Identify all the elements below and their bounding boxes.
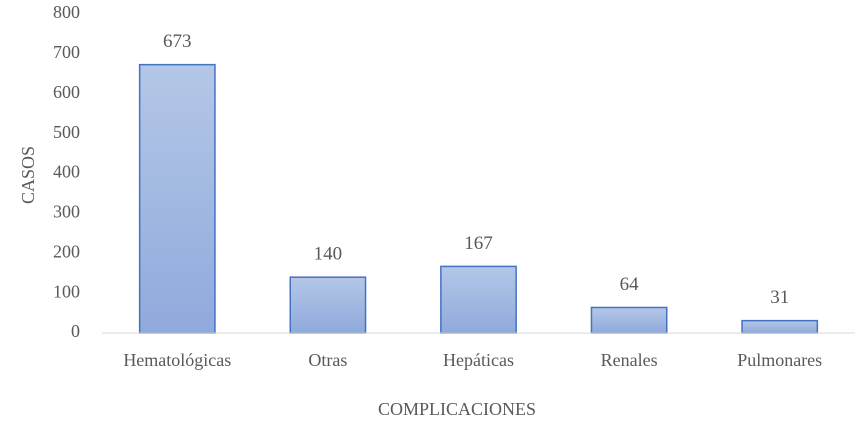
data-label: 31: [770, 287, 789, 308]
y-tick-label: 700: [53, 42, 80, 62]
data-label: 64: [620, 274, 640, 295]
y-tick-label: 100: [53, 281, 80, 301]
y-axis-title: CASOS: [18, 146, 38, 204]
y-tick-label: 400: [53, 162, 80, 182]
x-tick-label: Otras: [308, 350, 347, 370]
bar: [440, 265, 517, 334]
y-tick-label: 0: [71, 321, 80, 341]
y-tick-label: 600: [53, 82, 80, 102]
y-tick-label: 500: [53, 122, 80, 142]
bar: [289, 276, 367, 334]
x-tick-label: Renales: [601, 350, 658, 370]
data-label: 673: [163, 31, 192, 52]
y-tick-label: 200: [53, 241, 80, 261]
x-axis-title: COMPLICACIONES: [378, 399, 536, 419]
bar: [590, 306, 668, 334]
x-tick-label: Hepáticas: [443, 350, 514, 370]
x-tick-label: Hematológicas: [123, 350, 231, 370]
data-label: 167: [464, 233, 493, 254]
bar: [138, 63, 216, 334]
y-tick-label: 800: [53, 2, 80, 22]
data-label: 140: [314, 244, 343, 265]
x-tick-label: Pulmonares: [737, 350, 822, 370]
bar: [741, 319, 819, 334]
y-tick-label: 300: [53, 202, 80, 222]
